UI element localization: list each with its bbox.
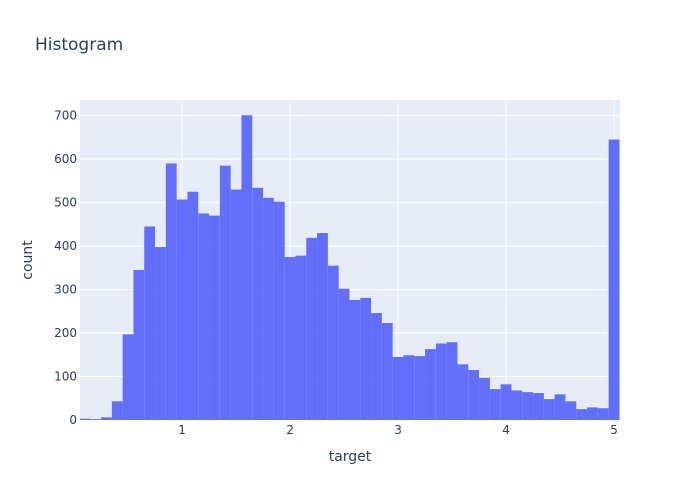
histogram-bar[interactable] — [392, 356, 404, 420]
histogram-bar[interactable] — [252, 187, 264, 420]
histogram-bar[interactable] — [533, 393, 544, 420]
histogram-bar[interactable] — [414, 356, 426, 420]
histogram-bar[interactable] — [122, 334, 134, 420]
y-tick-label: 100 — [54, 370, 77, 384]
histogram-bar[interactable] — [425, 349, 436, 420]
histogram-bar[interactable] — [230, 189, 242, 420]
histogram-bar[interactable] — [543, 399, 555, 420]
y-tick-label: 200 — [54, 326, 77, 340]
y-tick-label: 400 — [54, 239, 77, 253]
histogram-bar[interactable] — [511, 390, 523, 420]
histogram-bar[interactable] — [273, 201, 285, 420]
x-tick-label: 3 — [394, 423, 402, 437]
histogram-bar[interactable] — [176, 199, 188, 420]
histogram-bar[interactable] — [133, 270, 145, 420]
histogram-bar[interactable] — [435, 343, 447, 420]
histogram-bar[interactable] — [457, 364, 469, 420]
x-tick-label: 1 — [178, 423, 186, 437]
histogram-bar[interactable] — [597, 408, 609, 420]
histogram-bar[interactable] — [381, 323, 393, 420]
histogram-bar[interactable] — [284, 256, 296, 420]
histogram-bar[interactable] — [101, 417, 112, 420]
x-axis-label: target — [329, 449, 372, 465]
histogram-bar[interactable] — [403, 355, 415, 420]
y-tick-label: 500 — [54, 196, 77, 210]
histogram-bar[interactable] — [317, 233, 328, 420]
histogram-bar[interactable] — [468, 370, 480, 420]
histogram-bar[interactable] — [360, 297, 372, 420]
histogram-bar[interactable] — [144, 226, 156, 420]
histogram-bar[interactable] — [90, 419, 102, 420]
histogram-bar[interactable] — [587, 407, 598, 420]
y-tick-label: 700 — [54, 109, 77, 123]
chart-title: Histogram — [35, 35, 123, 55]
y-tick-label: 600 — [54, 152, 77, 166]
x-tick-label: 2 — [286, 423, 294, 437]
histogram-bar[interactable] — [349, 300, 361, 420]
histogram-bar[interactable] — [263, 197, 274, 420]
y-tick-label: 0 — [69, 413, 77, 427]
histogram-bar[interactable] — [209, 215, 220, 420]
histogram-bar[interactable] — [489, 389, 501, 420]
y-axis-label: count — [20, 240, 36, 280]
histogram-bar[interactable] — [565, 401, 577, 420]
histogram-bar[interactable] — [371, 313, 382, 420]
histogram-bar[interactable] — [522, 392, 534, 420]
histogram-bar[interactable] — [155, 246, 166, 420]
y-tick-label: 300 — [54, 283, 77, 297]
histogram-bar[interactable] — [187, 191, 199, 420]
histogram-bar[interactable] — [479, 377, 490, 420]
histogram-bar[interactable] — [500, 384, 512, 420]
histogram-bar[interactable] — [165, 163, 177, 420]
histogram-bar[interactable] — [554, 394, 566, 420]
histogram-bar[interactable] — [198, 213, 210, 420]
histogram-bar[interactable] — [576, 409, 588, 420]
histogram-bar[interactable] — [608, 139, 620, 420]
x-tick-label: 4 — [502, 423, 510, 437]
histogram-bar[interactable] — [241, 115, 253, 420]
histogram-bar[interactable] — [80, 418, 91, 420]
histogram-bar[interactable] — [338, 288, 350, 420]
histogram-bar[interactable] — [306, 237, 318, 420]
histogram-bar[interactable] — [295, 255, 307, 420]
histogram-bar[interactable] — [446, 342, 458, 420]
histogram-bar[interactable] — [111, 401, 123, 420]
x-tick-label: 5 — [610, 423, 618, 437]
histogram-bar[interactable] — [327, 265, 339, 420]
histogram-bar[interactable] — [219, 165, 231, 420]
